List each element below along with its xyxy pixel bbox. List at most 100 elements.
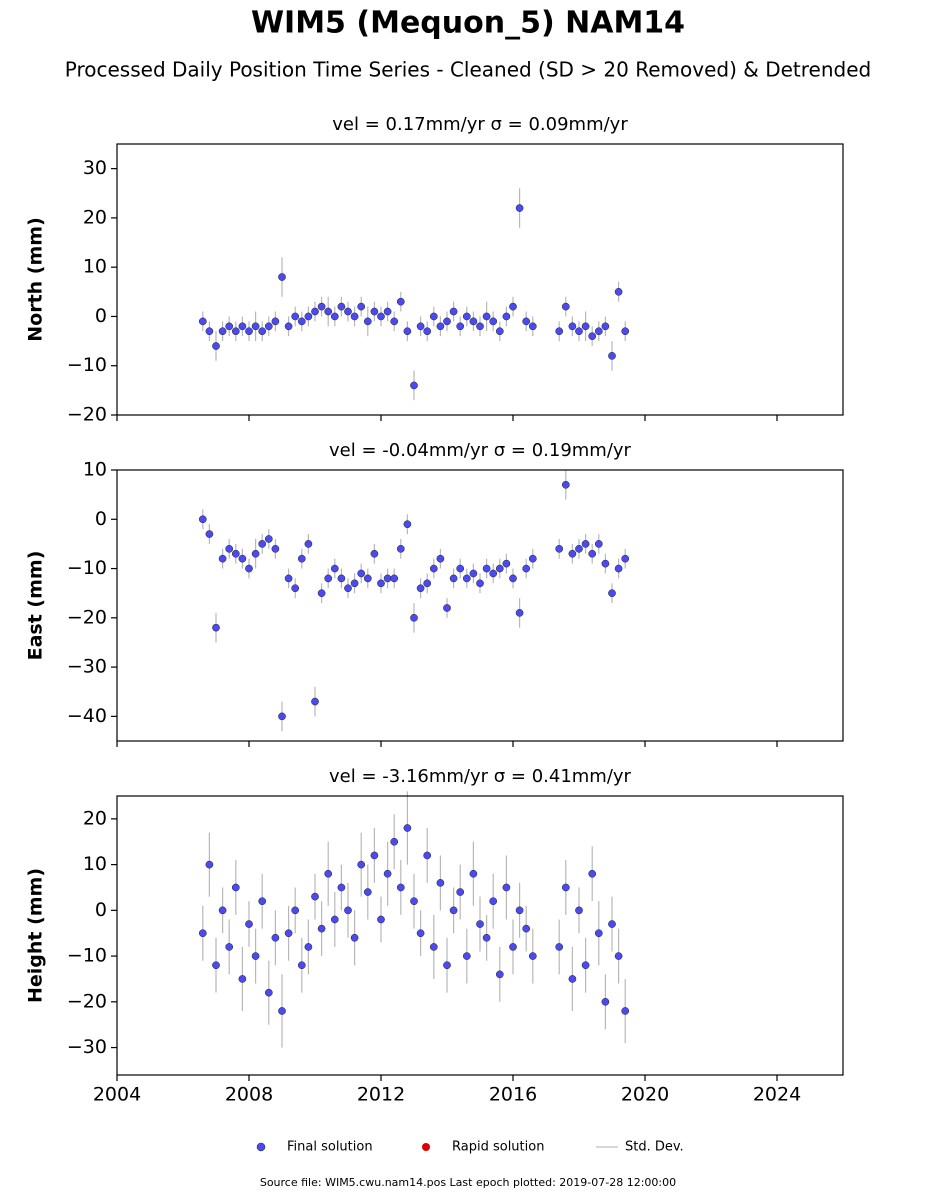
data-point <box>198 317 207 326</box>
data-point <box>258 540 267 548</box>
data-point <box>469 569 478 578</box>
figure-subtitle: Processed Daily Position Time Series - C… <box>65 58 871 82</box>
data-point <box>555 327 564 336</box>
data-point <box>403 327 412 336</box>
data-point <box>271 317 280 326</box>
y-tick-label: 10 <box>83 853 107 875</box>
data-point <box>456 564 465 573</box>
data-point <box>522 564 531 573</box>
data-point <box>575 906 583 915</box>
data-point <box>350 312 359 321</box>
data-point <box>476 920 484 928</box>
x-tick-label: 2008 <box>225 1084 273 1106</box>
data-point <box>462 312 471 321</box>
data-point <box>271 933 280 942</box>
plot-frame <box>116 795 844 1076</box>
data-point <box>363 574 372 583</box>
data-point <box>575 327 583 336</box>
data-point <box>555 943 564 951</box>
data-point <box>337 302 346 311</box>
data-point <box>278 273 286 281</box>
data-point <box>588 869 597 878</box>
data-point <box>462 952 471 960</box>
data-point <box>291 312 300 321</box>
data-point <box>621 554 630 563</box>
data-point <box>509 574 517 583</box>
x-tick-label: 2012 <box>357 1084 405 1106</box>
data-point <box>344 307 352 316</box>
data-point <box>324 869 333 878</box>
y-tick-label: 0 <box>95 508 107 530</box>
data-point <box>403 824 412 832</box>
data-point <box>443 961 451 970</box>
data-point <box>561 302 570 311</box>
data-point <box>344 584 352 593</box>
data-point <box>528 952 537 960</box>
data-point <box>278 1007 286 1015</box>
y-tick-label: 10 <box>83 459 107 481</box>
figure-title: WIM5 (Mequon_5) NAM14 <box>251 6 685 41</box>
data-point <box>311 892 319 901</box>
data-point <box>581 961 590 970</box>
data-point <box>449 574 458 583</box>
y-tick-label: 0 <box>95 305 107 327</box>
y-tick-label: −30 <box>67 656 107 678</box>
data-point <box>297 961 306 970</box>
y-tick-label: 0 <box>95 899 107 921</box>
data-point <box>449 906 458 915</box>
data-point <box>462 574 471 583</box>
data-point <box>621 1007 630 1015</box>
data-point <box>608 352 616 360</box>
data-point <box>297 554 306 563</box>
data-point <box>601 322 610 331</box>
data-point <box>337 883 346 892</box>
data-point <box>614 564 623 573</box>
data-point <box>482 312 491 321</box>
data-point <box>429 943 438 951</box>
data-point <box>251 322 260 331</box>
data-point <box>357 302 366 311</box>
data-point <box>258 327 267 336</box>
data-point <box>377 579 385 588</box>
data-point <box>212 342 220 350</box>
data-point <box>495 327 504 336</box>
data-point <box>311 307 319 316</box>
data-point <box>245 920 253 928</box>
data-point <box>594 540 603 548</box>
data-point <box>515 204 524 212</box>
data-point <box>357 860 366 869</box>
x-tick-label: 2016 <box>489 1084 537 1106</box>
data-point <box>568 322 577 331</box>
data-point <box>291 906 300 915</box>
data-point <box>390 317 399 326</box>
plot-frame <box>116 469 844 742</box>
y-axis-label: Height (mm) <box>25 868 47 1003</box>
data-point <box>363 888 372 896</box>
data-point <box>317 589 326 598</box>
data-point <box>436 322 445 331</box>
error-bars <box>202 470 626 732</box>
data-point <box>317 924 326 933</box>
data-point <box>198 929 207 938</box>
data-point <box>231 549 240 558</box>
data-point <box>330 915 339 924</box>
data-point <box>495 970 504 979</box>
y-tick-label: 20 <box>83 807 107 829</box>
data-point <box>344 906 352 915</box>
data-point <box>522 924 531 933</box>
data-point <box>423 327 432 336</box>
data-point <box>495 564 504 573</box>
y-tick-label: −10 <box>67 945 107 967</box>
data-point <box>396 883 405 892</box>
data-point <box>383 307 392 316</box>
legend-label: Std. Dev. <box>625 1140 684 1155</box>
data-point <box>363 317 372 326</box>
data-point <box>317 302 326 311</box>
data-point <box>350 579 359 588</box>
data-point <box>218 327 227 336</box>
data-point <box>271 544 280 553</box>
data-point <box>515 609 524 617</box>
data-point <box>205 530 214 538</box>
data-point <box>429 312 438 321</box>
data-point <box>515 906 524 915</box>
